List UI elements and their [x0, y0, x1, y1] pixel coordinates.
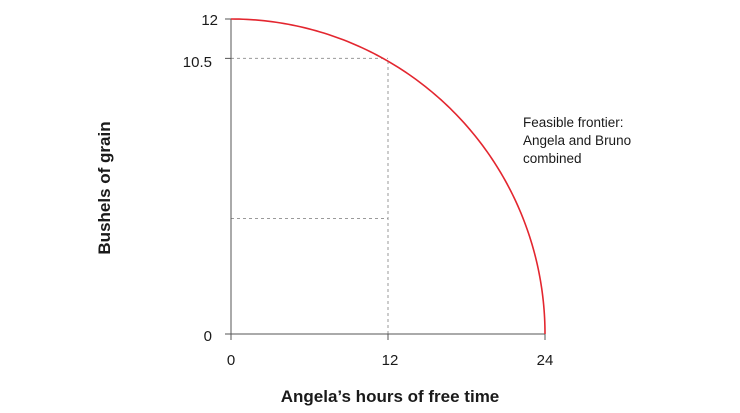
x-tick-label-0: 0: [227, 352, 235, 369]
tick-marks: [225, 18, 546, 340]
x-tick-label-24: 24: [537, 352, 554, 369]
reference-lines: [231, 57, 389, 334]
annotation-line-3: combined: [523, 151, 582, 166]
y-tick-label-0: 0: [204, 328, 212, 345]
x-axis-title: Angela’s hours of free time: [281, 387, 500, 406]
y-tick-label-12: 12: [201, 12, 218, 29]
frontier-annotation: Feasible frontier: Angela and Bruno comb…: [523, 115, 631, 166]
annotation-line-1: Feasible frontier:: [523, 115, 624, 130]
y-tick-label-10-5: 10.5: [183, 54, 212, 71]
x-tick-label-12: 12: [382, 352, 399, 369]
y-axis-title: Bushels of grain: [95, 121, 114, 254]
annotation-line-2: Angela and Bruno: [523, 133, 631, 148]
feasible-frontier-curve: [230, 18, 546, 335]
